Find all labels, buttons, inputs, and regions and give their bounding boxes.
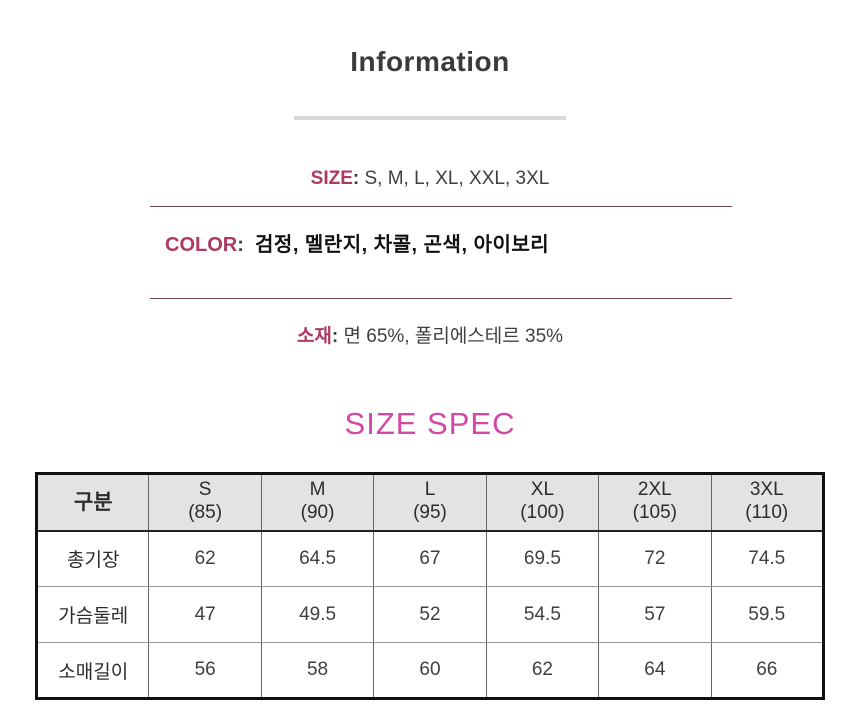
title-divider	[294, 116, 566, 120]
cell-chest-2xl: 57	[598, 586, 712, 643]
header-cm-xl: (100)	[520, 502, 565, 524]
row-label-chest: 가슴둘레	[35, 586, 150, 643]
page-title: Information	[350, 46, 510, 77]
header-cell-m: M (90)	[260, 473, 375, 532]
header-cell-3xl: 3XL (110)	[710, 473, 825, 532]
material-info-line: 소재: 면 65%, 폴리에스테르 35%	[0, 321, 860, 348]
size-spec-table-body: 총기장 62 64.5 67 69.5 72 74.5 가슴둘레 47 49.5…	[35, 530, 825, 699]
size-label: SIZE	[310, 168, 353, 189]
cell-total-length-2xl: 72	[598, 530, 712, 587]
header-cell-category: 구분	[35, 473, 150, 532]
header-cell-l: L (95)	[373, 473, 487, 532]
table-header-row: 구분 S (85) M (90) L (95) XL (100)	[35, 473, 825, 532]
header-cm-l: (95)	[413, 502, 447, 524]
header-cell-2xl: 2XL (105)	[598, 473, 712, 532]
header-size-xl: XL	[530, 479, 555, 501]
size-spec-table: 구분 S (85) M (90) L (95) XL (100)	[35, 472, 825, 700]
table-row-sleeve: 소매길이 56 58 60 62 64 66	[35, 642, 825, 699]
header-cm-3xl: (110)	[745, 502, 789, 524]
cell-sleeve-l: 60	[373, 642, 487, 699]
cell-total-length-s: 62	[148, 530, 262, 587]
header-size-3xl: 3XL	[749, 479, 784, 501]
table-row-chest: 가슴둘레 47 49.5 52 54.5 57 59.5	[35, 586, 825, 643]
header-cm-s: (85)	[188, 502, 223, 524]
color-colon: :	[237, 234, 244, 256]
header-size-m: M	[309, 479, 326, 501]
row-label-sleeve: 소매길이	[35, 642, 150, 699]
color-value: 검정, 멜란지, 차콜, 곤색, 아이보리	[255, 234, 550, 256]
size-spec-title: SIZE SPEC	[344, 406, 516, 441]
size-info-line: SIZE: S, M, L, XL, XXL, 3XL	[0, 168, 860, 190]
cell-chest-m: 49.5	[260, 586, 375, 643]
cell-sleeve-2xl: 64	[598, 642, 712, 699]
header-size-2xl: 2XL	[637, 479, 672, 501]
size-value: S, M, L, XL, XXL, 3XL	[364, 168, 550, 189]
header-cell-s: S (85)	[148, 473, 262, 532]
material-colon: :	[331, 326, 339, 347]
cell-sleeve-s: 56	[148, 642, 262, 699]
cell-sleeve-xl: 62	[485, 642, 600, 699]
material-label: 소재	[296, 326, 332, 347]
header-cell-xl: XL (100)	[485, 473, 600, 532]
cell-chest-3xl: 59.5	[710, 586, 825, 643]
material-value: 면 65%, 폴리에스테르 35%	[343, 326, 564, 347]
cell-total-length-xl: 69.5	[485, 530, 600, 587]
cell-chest-xl: 54.5	[485, 586, 600, 643]
cell-chest-l: 52	[373, 586, 487, 643]
color-info-line: COLOR: 검정, 멜란지, 차콜, 곤색, 아이보리	[165, 228, 860, 257]
cell-total-length-3xl: 74.5	[710, 530, 825, 587]
cell-chest-s: 47	[148, 586, 262, 643]
cell-sleeve-3xl: 66	[710, 642, 825, 699]
row-label-total-length: 총기장	[35, 530, 150, 587]
header-cm-2xl: (105)	[632, 502, 677, 524]
size-colon: :	[352, 168, 360, 189]
table-row-total-length: 총기장 62 64.5 67 69.5 72 74.5	[35, 530, 825, 587]
cell-total-length-l: 67	[373, 530, 487, 587]
header-cm-m: (90)	[300, 502, 335, 524]
header-size-l: L	[424, 479, 436, 501]
cell-total-length-m: 64.5	[260, 530, 375, 587]
rule-line-top	[150, 206, 732, 207]
header-size-s: S	[198, 479, 212, 501]
rule-line-bottom	[150, 298, 732, 299]
size-spec-table-header: 구분 S (85) M (90) L (95) XL (100)	[35, 473, 825, 532]
cell-sleeve-m: 58	[260, 642, 375, 699]
color-label: COLOR	[165, 234, 238, 256]
